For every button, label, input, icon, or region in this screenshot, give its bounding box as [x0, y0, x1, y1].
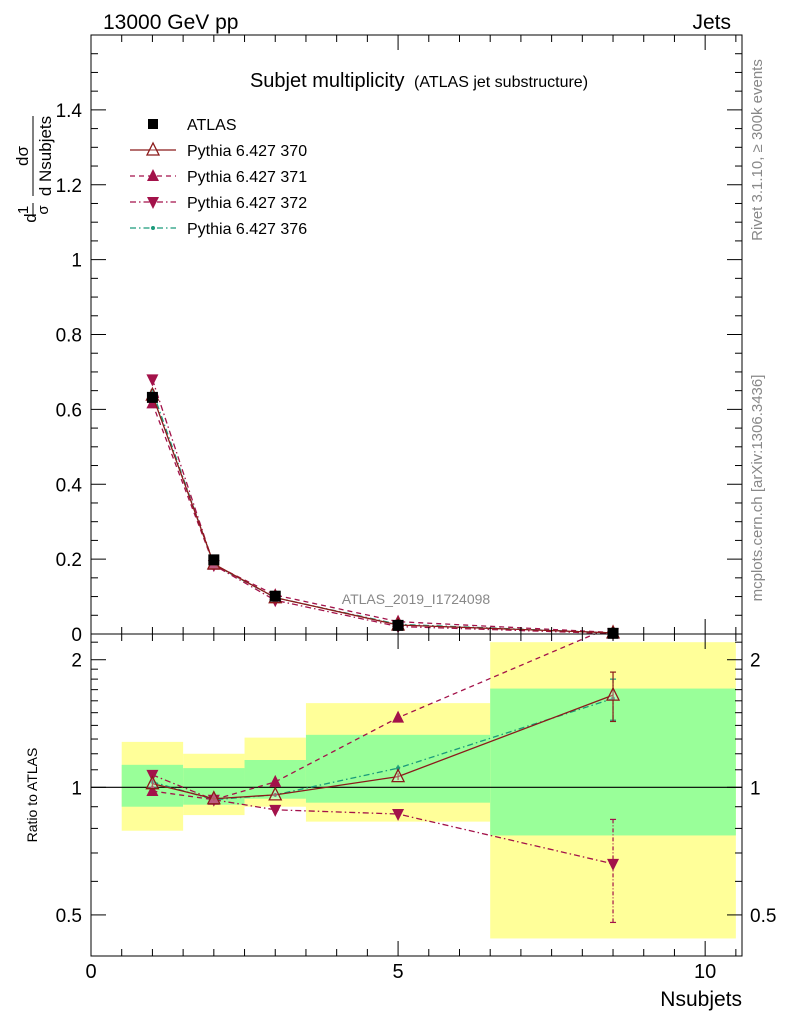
- ratio-point-s1-3: [392, 710, 405, 723]
- legend-label-4: Pythia 6.427 376: [187, 221, 307, 238]
- main-y-tick-label: 0: [71, 625, 82, 646]
- x-tick-label: 0: [85, 961, 96, 983]
- ratio-y-tick-label: 0.5: [56, 906, 82, 927]
- analysis-id-label: ATLAS_2019_I1724098: [342, 591, 491, 607]
- main-point-s0-0: [146, 391, 158, 403]
- ratio-point-s0-4: [605, 686, 621, 701]
- main-point-s3-0: [146, 374, 159, 387]
- ratio-y-tick-label: 2: [71, 651, 82, 672]
- main-y-tick-label: 1.2: [56, 176, 82, 197]
- ratio-frame: [90, 633, 743, 957]
- main-y-tick-label: 1.4: [56, 101, 83, 122]
- rivet-version-label: Rivet 3.1.10, ≥ 300k events: [749, 59, 766, 241]
- plot-title: Subjet multiplicity: [250, 70, 405, 92]
- legend: ATLAS Pythia 6.427 370 Pythia 6.427 371 Pyt…: [130, 117, 307, 238]
- ratio-point-s2-3: [392, 809, 405, 822]
- x-axis-label: Nsubjets: [660, 988, 742, 1011]
- y-label-dn: d Nsubjets: [36, 116, 55, 196]
- ratio-ticks: 0.5 0.5 1 1 2 2 0 5 10: [56, 634, 776, 983]
- ratio-point-s2-4: [607, 858, 620, 871]
- legend-label-3: Pythia 6.427 372: [187, 195, 307, 212]
- main-point-s0-2: [269, 590, 281, 602]
- ratio-y-label: Ratio to ATLAS: [24, 748, 40, 843]
- y-label-one: 1: [15, 206, 32, 214]
- main-y-tick-label: 0.8: [56, 326, 82, 347]
- legend-marker-1: [145, 141, 161, 156]
- ratio-point-s0-2: [268, 786, 283, 801]
- legend-marker-4: [151, 226, 155, 230]
- main-ticks: 0 0.2 0.4 0.6 0.8 1 1.2 1.4: [56, 34, 742, 646]
- y-axis-label: d 1 σ dσ d Nsubjets: [13, 116, 55, 223]
- legend-marker-2: [147, 169, 159, 181]
- ratio-y-tick-label-right: 0.5: [750, 906, 776, 927]
- legend-marker-0: [148, 119, 158, 129]
- ratio-y-tick-label-right: 1: [750, 778, 761, 799]
- ratio-y-tick-label: 1: [71, 778, 82, 799]
- process-label: Jets: [692, 11, 731, 34]
- plot-title-line: Subjet multiplicity (ATLAS jet substruct…: [250, 70, 588, 92]
- y-label-dsigma: dσ: [13, 146, 32, 166]
- legend-label-0: ATLAS: [187, 117, 237, 134]
- main-y-tick-label: 1: [71, 251, 82, 272]
- y-label-sigma: σ: [35, 205, 52, 215]
- ratio-series-line-1: [152, 634, 597, 801]
- ratio-point-s0-1: [206, 790, 221, 805]
- main-y-tick-label: 0.2: [56, 550, 82, 571]
- ratio-series-line-2: [152, 774, 614, 865]
- main-y-tick-label: 0.6: [56, 400, 82, 421]
- ratio-point-s2-2: [269, 804, 282, 817]
- ratio-series-group: [145, 634, 621, 924]
- ratio-point-s0-0: [145, 775, 160, 790]
- ratio-point-s3-3: [396, 766, 401, 771]
- ratio-point-s0-3: [391, 768, 406, 783]
- main-panel: 0 0.2 0.4 0.6 0.8 1 1.2 1.4 Subjet multiplicity…: [13, 34, 743, 646]
- ratio-point-s1-0: [146, 784, 159, 797]
- x-tick-label: 10: [694, 961, 716, 983]
- legend-marker-3: [147, 197, 159, 209]
- y-label-d: d: [21, 213, 40, 222]
- ratio-panel: 0.5 0.5 1 1 2 2 0 5 10 Ratio to ATLAS Nsubjets: [24, 633, 776, 1011]
- legend-label-2: Pythia 6.427 371: [187, 169, 307, 186]
- plot-subtitle: (ATLAS jet substructure): [414, 74, 588, 91]
- x-tick-label: 5: [393, 961, 404, 983]
- collision-label: 13000 GeV pp: [103, 11, 238, 34]
- ratio-y-tick-label-right: 2: [750, 651, 761, 672]
- main-y-tick-label: 0.4: [56, 475, 83, 496]
- mcplots-label: mcplots.cern.ch [arXiv:1306.3436]: [749, 375, 766, 602]
- ratio-marks: [145, 634, 621, 924]
- main-point-s0-1: [208, 554, 220, 566]
- legend-label-1: Pythia 6.427 370: [187, 143, 307, 160]
- ratio-point-s1-2: [269, 774, 282, 787]
